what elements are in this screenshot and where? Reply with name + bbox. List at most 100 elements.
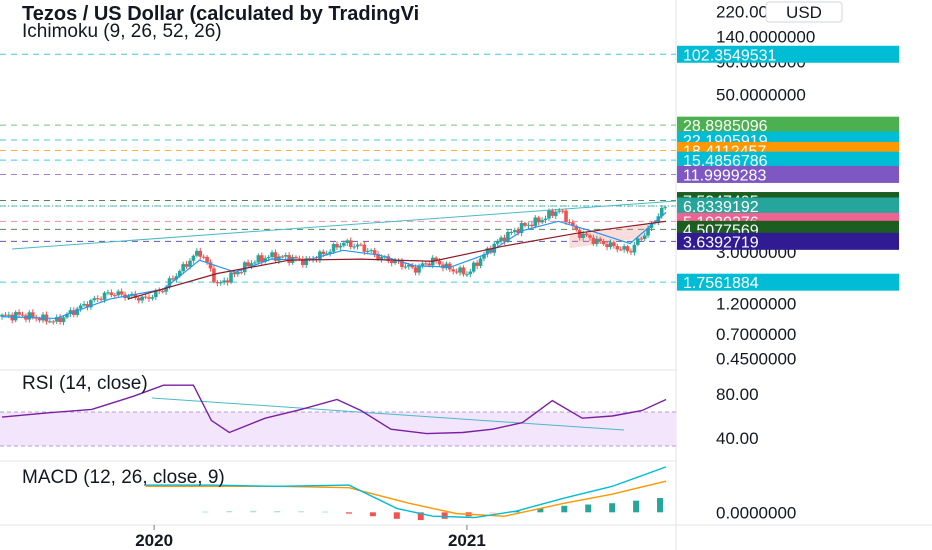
candle-body — [608, 242, 613, 248]
candle-body — [273, 252, 278, 261]
candle-body — [577, 229, 582, 238]
candle-body — [283, 255, 288, 257]
price-tag-label: 6.8339192 — [683, 199, 759, 216]
candle-body — [393, 260, 397, 264]
price-axis[interactable]: 220.0000000140.000000090.000000050.00000… — [716, 2, 815, 522]
candle-body — [259, 255, 264, 262]
ichimoku-lines — [1, 211, 667, 320]
candle-body — [454, 271, 459, 273]
candle-body — [270, 252, 274, 257]
candle-body — [601, 240, 606, 245]
candle-body — [218, 282, 223, 284]
candle-body — [65, 314, 69, 318]
candle-body — [20, 314, 25, 316]
candle-body — [7, 314, 11, 316]
candle-body — [277, 256, 281, 261]
candle-body — [557, 210, 561, 212]
price-tag: 15.4856786 — [677, 151, 899, 170]
candle-body — [636, 238, 640, 245]
candle-body — [304, 258, 309, 265]
candle-body — [523, 223, 527, 226]
price-tag-label: 11.9999283 — [683, 167, 766, 184]
candle-body — [352, 246, 356, 248]
candle-body — [321, 251, 326, 255]
macd-histogram-bar — [561, 505, 568, 513]
candle-body — [400, 260, 404, 268]
price-tag-bg — [677, 165, 899, 183]
candle-body — [512, 230, 517, 232]
candle-body — [618, 249, 623, 251]
candle-body — [201, 256, 206, 258]
price-tag-bg — [677, 197, 899, 215]
time-axis[interactable]: 2020 2021 — [135, 525, 486, 550]
candle-body — [147, 297, 151, 299]
candle-body — [266, 256, 271, 259]
candle-body — [109, 292, 114, 296]
candle-body — [58, 317, 62, 323]
candle-body — [167, 278, 172, 287]
candle-body — [181, 264, 185, 272]
candle-body — [369, 250, 373, 252]
candle-body — [48, 321, 52, 323]
price-tag-label: 102.3549531 — [683, 47, 777, 64]
candle-body — [280, 256, 285, 258]
macd-histogram-bar — [322, 511, 329, 513]
candle-body — [646, 227, 650, 236]
candle-body — [157, 290, 162, 292]
candle-body — [560, 210, 565, 212]
candle-body — [3, 314, 8, 316]
candle-body — [629, 251, 633, 253]
candle-body — [379, 257, 384, 260]
macd-histogram-bar — [393, 512, 400, 519]
macd-histogram-bar — [369, 512, 376, 517]
candle-body — [324, 253, 329, 255]
candle-body — [222, 280, 226, 283]
candle-body — [406, 264, 411, 267]
candle-body — [451, 269, 456, 272]
candle-body — [174, 276, 179, 280]
kijun-line — [127, 220, 667, 300]
rsi-legend: RSI (14, close) — [22, 373, 148, 394]
candle-body — [140, 296, 144, 301]
candle-body — [540, 220, 544, 223]
candle-body — [632, 244, 637, 253]
candle-body — [499, 237, 503, 242]
candle-body — [502, 237, 507, 242]
candle-body — [372, 250, 377, 254]
candle-body — [113, 295, 117, 297]
macd-histogram-bar — [274, 511, 281, 513]
candle-body — [119, 291, 124, 295]
candle-body — [95, 298, 100, 300]
candle-body — [198, 250, 203, 257]
candle-body — [13, 312, 18, 321]
candle-body — [564, 210, 568, 223]
candle-body — [236, 272, 240, 275]
candle-body — [225, 280, 230, 283]
candle-body — [543, 218, 548, 221]
candle-body — [301, 258, 305, 265]
candle-body — [68, 310, 73, 315]
currency-button[interactable]: USD — [765, 1, 843, 23]
candle-body — [307, 258, 312, 260]
macd-tick-label: 0.0000000 — [716, 503, 796, 522]
macd-histogram-bar — [417, 512, 424, 521]
candle-body — [659, 207, 664, 217]
candle-body — [410, 264, 415, 268]
candle-body — [594, 238, 599, 244]
candle-body — [663, 207, 667, 209]
candle-body — [355, 244, 360, 247]
candle-body — [506, 231, 510, 242]
candle-body — [239, 272, 244, 274]
candle-body — [102, 292, 107, 300]
price-tick-label: 140.0000000 — [716, 28, 815, 47]
price-tag-bg — [677, 232, 899, 250]
candle-body — [51, 321, 56, 323]
candle-body — [417, 266, 421, 273]
price-tick-label: 0.4500000 — [716, 350, 796, 369]
candle-body — [0, 314, 4, 317]
candle-body — [485, 248, 490, 255]
price-tag-bg — [677, 151, 899, 169]
candle-body — [133, 293, 138, 298]
macd-legend: MACD (12, 26, close, 9) — [22, 467, 225, 488]
